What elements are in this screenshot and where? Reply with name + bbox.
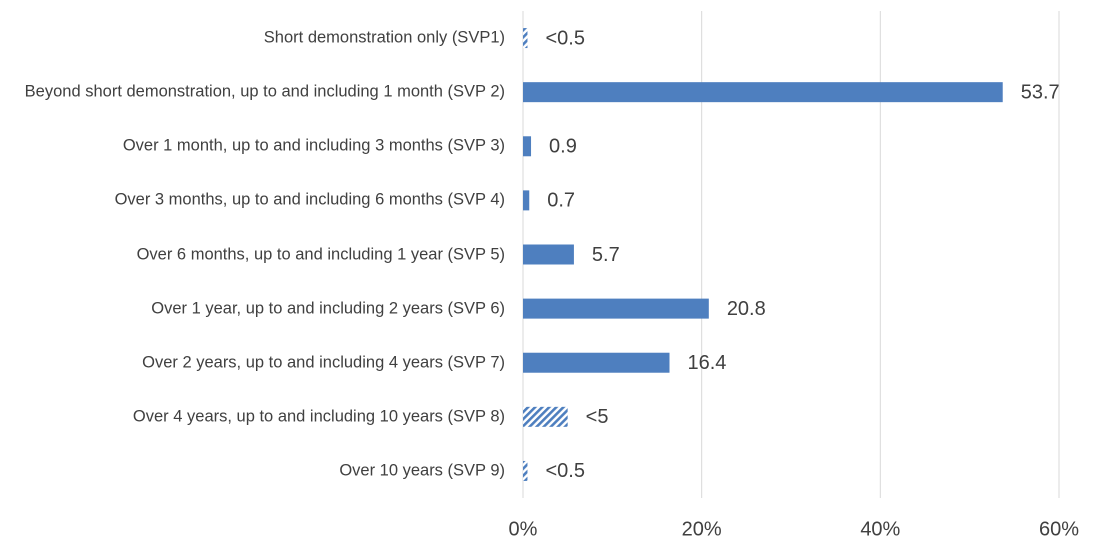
y-tick-label: Over 1 month, up to and including 3 mont… <box>122 136 505 155</box>
y-tick-label: Short demonstration only (SVP1) <box>263 28 505 47</box>
category-label-box: Beyond short demonstration, up to and in… <box>0 82 505 103</box>
value-label: <5 <box>586 406 609 428</box>
category-label-box: Short demonstration only (SVP1) <box>0 28 505 49</box>
bar <box>523 406 568 427</box>
x-tick-label: 0% <box>509 518 538 540</box>
y-tick-label: Over 2 years, up to and including 4 year… <box>142 353 505 372</box>
category-label-box: Over 2 years, up to and including 4 year… <box>0 352 505 373</box>
bar <box>523 190 530 211</box>
x-tick-label: 40% <box>860 518 900 540</box>
y-tick-label: Over 6 months, up to and including 1 yea… <box>136 245 505 263</box>
category-label-box: Over 6 months, up to and including 1 yea… <box>0 244 505 265</box>
bar <box>523 298 709 319</box>
value-label: 0.9 <box>549 136 577 158</box>
value-label: <0.5 <box>545 27 584 49</box>
category-label-box: Over 3 months, up to and including 6 mon… <box>0 190 505 211</box>
value-label: 0.7 <box>547 190 575 212</box>
value-label: <0.5 <box>545 460 584 482</box>
bar <box>523 136 532 157</box>
x-tick-label: 20% <box>682 518 722 540</box>
bar <box>523 460 528 481</box>
value-label: 16.4 <box>688 352 727 374</box>
category-label-box: Over 4 years, up to and including 10 yea… <box>0 406 505 427</box>
category-label-box: Over 1 month, up to and including 3 mont… <box>0 136 505 157</box>
bar <box>523 244 574 265</box>
category-label-box: Over 1 year, up to and including 2 years… <box>0 298 505 319</box>
y-tick-label: Over 4 years, up to and including 10 yea… <box>132 407 505 426</box>
bar <box>523 82 1003 103</box>
x-tick-label: 60% <box>1039 518 1079 540</box>
value-label: 5.7 <box>592 244 620 266</box>
bar <box>523 352 670 373</box>
y-tick-label: Over 10 years (SVP 9) <box>339 461 505 480</box>
y-tick-label: Over 1 year, up to and including 2 years… <box>151 299 505 318</box>
y-tick-label: Beyond short demonstration, up to and in… <box>24 82 505 101</box>
value-label: 53.7 <box>1021 81 1060 103</box>
y-tick-label: Over 3 months, up to and including 6 mon… <box>114 190 505 209</box>
bar <box>523 28 528 49</box>
value-label: 20.8 <box>727 298 766 320</box>
category-label-box: Over 10 years (SVP 9) <box>0 460 505 481</box>
